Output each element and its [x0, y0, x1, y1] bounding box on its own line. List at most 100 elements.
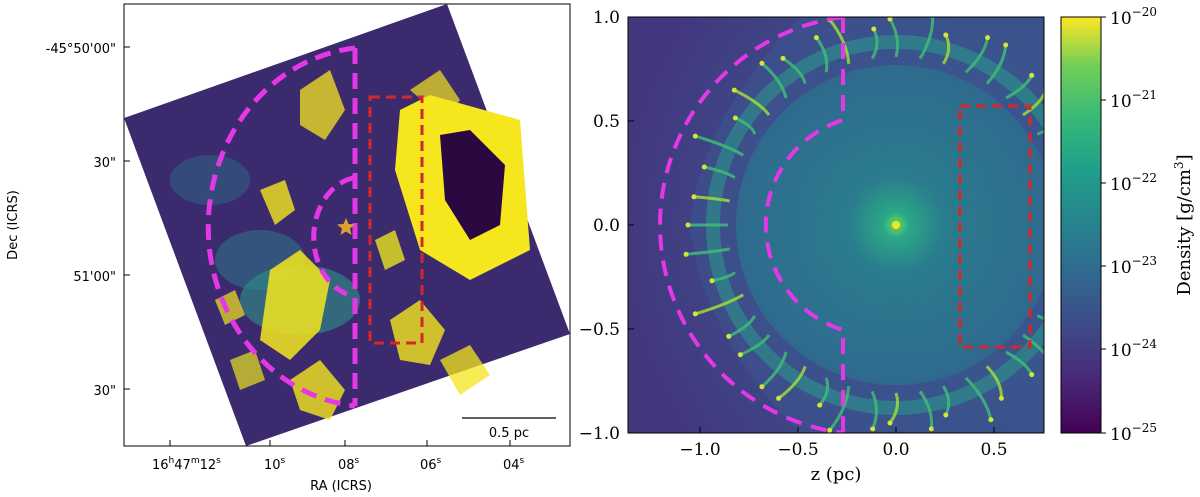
selection-box: [368, 95, 424, 345]
shell-fingers: [683, 11, 1110, 433]
colorbar-tick-label: 10−24: [1110, 337, 1157, 361]
shell-finger: [1036, 314, 1044, 321]
finger-tip: [985, 35, 991, 41]
shell-finger: [985, 44, 1008, 85]
finger-tip: [731, 87, 737, 93]
y-tick-label: 1.0: [593, 8, 620, 28]
y-tick-label: 0.5: [593, 112, 620, 132]
ra-tick-label: 16h47m12s: [152, 456, 221, 473]
shell-finger: [760, 62, 788, 99]
y-tick-label: 0.0: [593, 216, 620, 236]
shell-finger: [739, 334, 771, 357]
magenta-inner-contour: [763, 17, 845, 433]
ra-axis-label: RA (ICRS): [310, 479, 372, 494]
shell-finger: [1022, 90, 1044, 117]
x-tick-label: 0.5: [980, 440, 1007, 460]
finger-tip: [692, 311, 698, 317]
shell-finger: [818, 377, 830, 407]
shell-finger: [918, 390, 934, 430]
finger-tip: [930, 11, 935, 16]
finger-tip: [870, 426, 876, 432]
colorbar-tick-labels: 10−20 10−21 10−22 10−23 10−24 10−25: [1110, 5, 1157, 445]
finger-tip: [726, 333, 732, 339]
shell-finger: [815, 36, 829, 73]
right-axis-ticks: [628, 16, 995, 434]
shell-finger: [918, 17, 935, 60]
shell-finger: [888, 392, 899, 424]
finger-tip: [871, 26, 877, 32]
left-panel: 0.5 pc -45°50'00" 30" 51'00" 30" Dec (IC…: [6, 3, 571, 494]
inner-shell-arc: [311, 175, 354, 299]
emission-structures: [170, 70, 530, 420]
finger-tip: [1105, 283, 1110, 288]
shell-finger: [694, 134, 744, 157]
y-tick-label: −1.0: [579, 424, 620, 444]
shell-finger: [870, 390, 878, 430]
magenta-outer-contour: [657, 17, 844, 433]
finger-tip: [759, 384, 765, 390]
finger-tip: [780, 55, 786, 61]
finger-tip: [1029, 372, 1035, 378]
colorbar-gradient: [1060, 16, 1102, 434]
shell-finger: [964, 37, 990, 74]
shell-finger: [693, 195, 731, 203]
shell-finger: [1022, 333, 1044, 356]
shell-finger: [964, 376, 993, 421]
shell-finger: [694, 293, 744, 316]
shell-finger: [782, 57, 807, 85]
finger-tip: [691, 194, 697, 200]
finger-tip: [759, 60, 765, 66]
dec-axis-label: Dec (ICRS): [6, 190, 21, 260]
finger-tip: [685, 222, 691, 228]
colorbar: 10−20 10−21 10−22 10−23 10−24 10−25 Dens…: [1060, 5, 1195, 445]
finger-tip: [737, 352, 743, 358]
shell-finger: [942, 34, 951, 65]
shell-finger: [888, 18, 899, 58]
scalebar-label: 0.5 pc: [489, 426, 529, 441]
shell-finger: [734, 116, 757, 135]
ra-tick-label: 04s: [503, 456, 525, 473]
finger-tip: [817, 402, 823, 408]
finger-tip: [813, 35, 819, 41]
finger-tip: [709, 278, 715, 284]
ra-tick-label: 10s: [264, 456, 286, 473]
finger-tip: [943, 412, 949, 418]
central-source: [892, 221, 900, 229]
shell-finger: [1036, 129, 1044, 136]
ra-tick-label: 08s: [338, 456, 360, 473]
finger-tip: [928, 426, 934, 432]
shell-finger: [828, 18, 851, 64]
finger-tip: [988, 417, 994, 423]
colorbar-tick-label: 10−20: [1110, 5, 1157, 29]
bubble-interior: [736, 65, 1044, 385]
shell-finger: [760, 351, 788, 388]
dec-tick-label: 30": [93, 156, 116, 171]
left-axis-ticks: [124, 46, 511, 446]
colorbar-tick-label: 10−23: [1110, 254, 1157, 278]
shell-finger: [733, 88, 771, 116]
colorbar-tick-label: 10−21: [1110, 88, 1157, 112]
dec-tick-label: 30": [93, 384, 116, 399]
shell-finger: [685, 247, 730, 256]
finger-tip: [701, 164, 707, 170]
ra-ticks: 16h47m12s 10s 08s 06s 04s: [152, 456, 525, 473]
dec-tick-label: 51'00": [73, 270, 116, 285]
dec-tick-label: -45°50'00": [46, 42, 116, 57]
right-yticks: 1.0 0.5 0.0 −0.5 −1.0: [579, 8, 620, 444]
colorbar-ticks: [1101, 16, 1106, 434]
x-tick-label: −0.5: [777, 440, 818, 460]
shell-finger: [870, 28, 879, 60]
finger-tip: [1003, 42, 1009, 48]
shell-finger: [703, 165, 736, 179]
colorbar-label: Density [g/cm3]: [1172, 154, 1195, 295]
finger-tip: [683, 251, 689, 257]
finger-tip: [827, 427, 833, 433]
shell-finger: [985, 365, 1003, 399]
shell-finger: [828, 386, 851, 432]
outer-shell-arc: [205, 45, 356, 409]
colorbar-tick-label: 10−25: [1110, 421, 1157, 445]
finger-tip: [887, 420, 893, 426]
finger-tip: [1049, 363, 1054, 368]
y-tick-label: −0.5: [579, 320, 620, 340]
